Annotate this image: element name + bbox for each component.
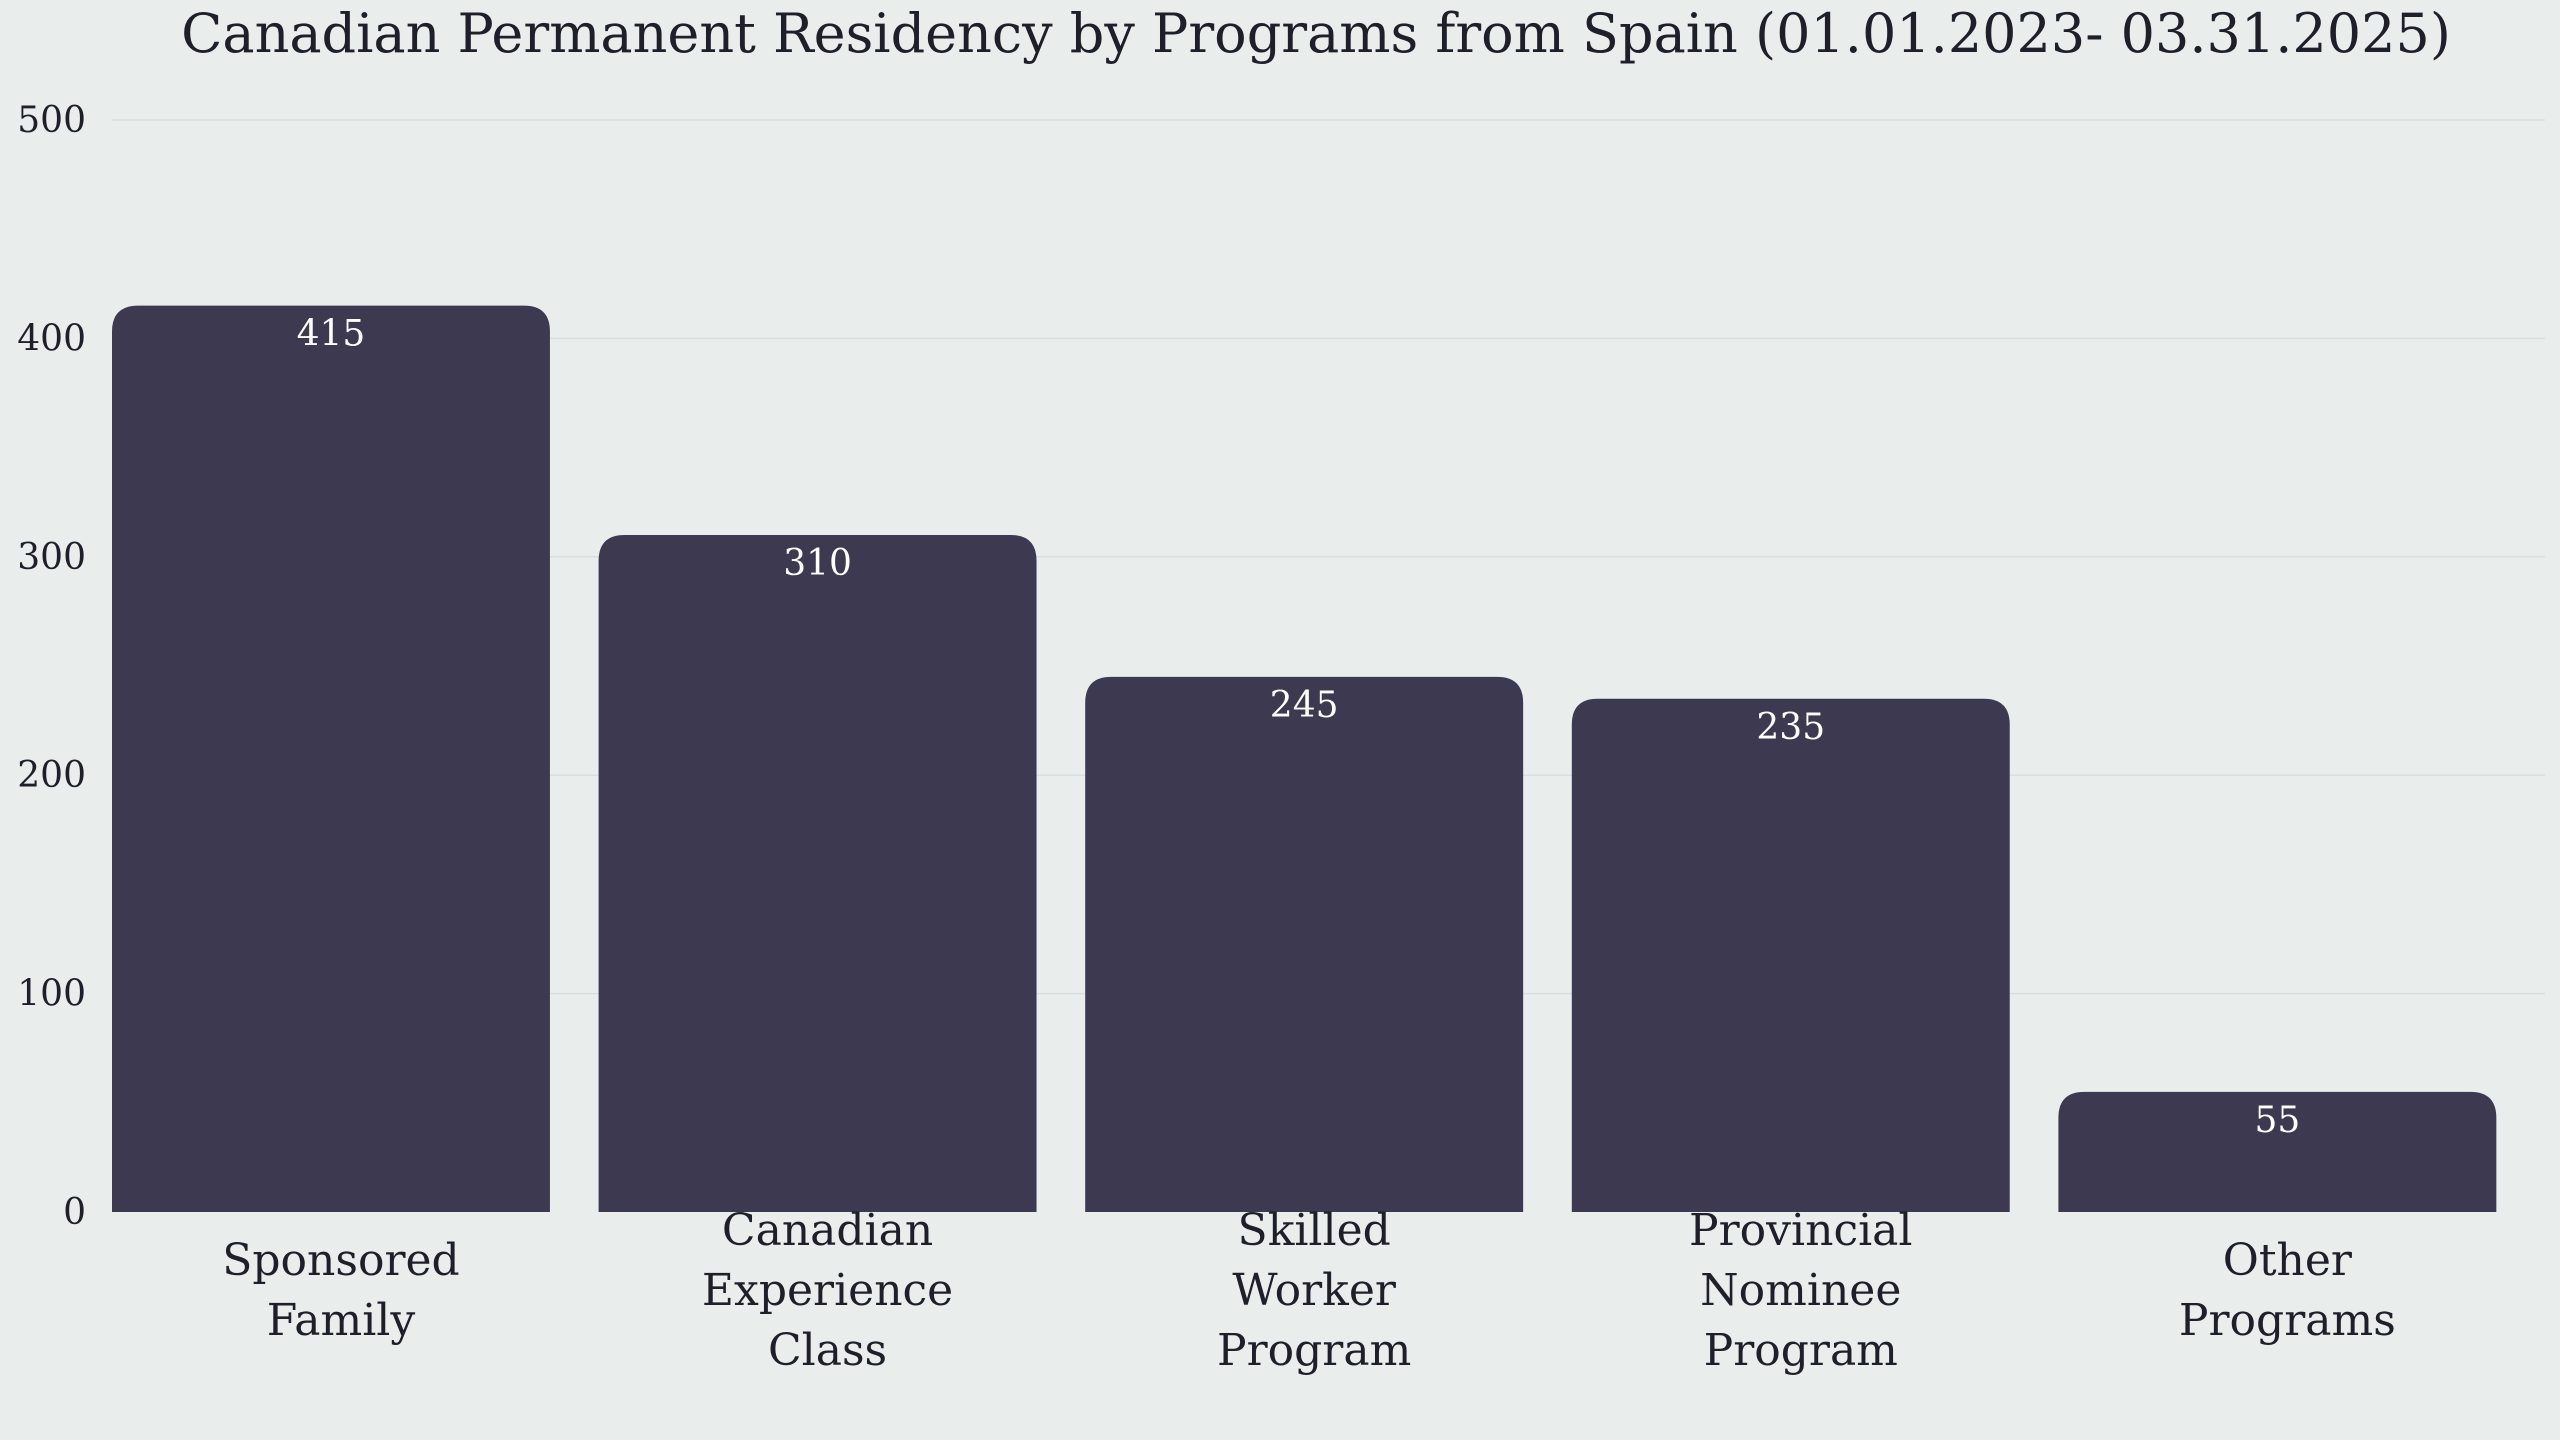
x-axis-ticks: Sponsored Family Canadian Experience Class Sk… xyxy=(222,1205,2396,1376)
x-tick-label-line: Provincial xyxy=(1689,1205,1912,1256)
data-label: 245 xyxy=(1270,685,1339,726)
y-axis-ticks: 0 100 200 300 400 500 xyxy=(17,100,86,1233)
x-tick-label: Other Programs xyxy=(2179,1235,2396,1346)
x-tick-label-line: Worker xyxy=(1232,1265,1396,1316)
chart-title: Canadian Permanent Residency by Programs… xyxy=(181,2,2451,65)
x-tick-label-line: Family xyxy=(267,1295,416,1346)
y-tick-label: 0 xyxy=(63,1192,86,1233)
x-tick-label: Canadian Experience Class xyxy=(702,1205,953,1376)
y-tick-label: 300 xyxy=(17,537,86,578)
y-tick-label: 500 xyxy=(17,100,86,141)
data-label: 310 xyxy=(783,543,852,584)
bar xyxy=(1085,676,1524,1212)
y-tick-label: 200 xyxy=(17,755,86,796)
x-tick-label-line: Class xyxy=(768,1325,887,1376)
bar xyxy=(598,534,1037,1212)
x-tick-label-line: Skilled xyxy=(1238,1205,1391,1256)
data-label: 415 xyxy=(297,314,366,355)
x-tick-label-line: Nominee xyxy=(1700,1265,1901,1316)
x-tick-label-line: Programs xyxy=(2179,1295,2396,1346)
x-tick-label-line: Canadian xyxy=(722,1205,933,1256)
x-tick-label-line: Other xyxy=(2223,1235,2353,1286)
data-labels: 415 310 245 235 55 xyxy=(297,314,2301,1141)
data-label: 235 xyxy=(1756,707,1825,748)
x-tick-label: Skilled Worker Program xyxy=(1217,1205,1411,1376)
bar xyxy=(2058,1091,2497,1212)
x-tick-label-line: Program xyxy=(1217,1325,1411,1376)
bar xyxy=(1571,698,2010,1212)
x-tick-label-line: Experience xyxy=(702,1265,953,1316)
y-tick-label: 100 xyxy=(17,974,86,1015)
x-tick-label-line: Sponsored xyxy=(222,1235,459,1286)
x-tick-label: Sponsored Family xyxy=(222,1235,459,1346)
bars xyxy=(112,305,2497,1212)
x-tick-label-line: Program xyxy=(1704,1325,1898,1376)
y-tick-label: 400 xyxy=(17,318,86,359)
bar xyxy=(112,305,550,1212)
x-tick-label: Provincial Nominee Program xyxy=(1689,1205,1912,1376)
data-label: 55 xyxy=(2254,1100,2300,1141)
